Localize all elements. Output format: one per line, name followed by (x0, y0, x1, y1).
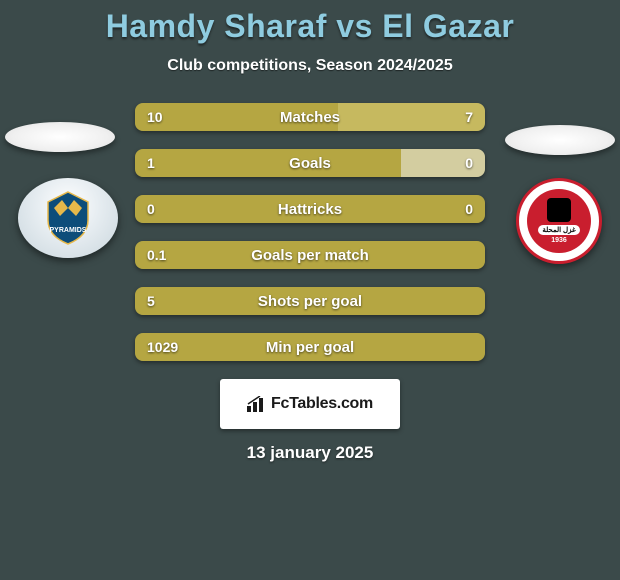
stat-bar-left (135, 333, 485, 361)
team-badge-right: غزل المحلة 1936 (516, 178, 602, 264)
stat-bar-left (135, 103, 338, 131)
team-right-year: 1936 (551, 237, 567, 244)
stat-row: Goals per match0.1 (135, 241, 485, 269)
stat-bar-left (135, 149, 401, 177)
stat-bar-left (135, 287, 485, 315)
comparison-subtitle: Club competitions, Season 2024/2025 (0, 57, 620, 75)
ghazl-icon (547, 198, 571, 222)
stat-bar-left (135, 195, 485, 223)
player-photo-left (5, 122, 115, 152)
stat-track (135, 103, 485, 131)
stat-row: Shots per goal5 (135, 287, 485, 315)
team-badge-left: PYRAMIDS (18, 178, 118, 258)
stat-bars: Matches107 Goals10 Hattricks00 Goals per ma… (135, 103, 485, 361)
snapshot-date: 13 january 2025 (0, 443, 620, 463)
player-photo-right (505, 125, 615, 155)
stat-row: Matches107 (135, 103, 485, 131)
stat-bar-right (401, 149, 485, 177)
stat-bar-left (135, 241, 485, 269)
stat-track (135, 241, 485, 269)
footer-brand-text: FcTables.com (271, 395, 373, 413)
stat-row: Goals10 (135, 149, 485, 177)
team-right-name-ar: غزل المحلة (538, 225, 579, 235)
stat-row: Min per goal1029 (135, 333, 485, 361)
svg-text:PYRAMIDS: PYRAMIDS (50, 227, 87, 234)
bars-icon (247, 396, 267, 412)
stat-track (135, 195, 485, 223)
stat-bar-right (338, 103, 485, 131)
footer-brand-logo: FcTables.com (220, 379, 400, 429)
stat-track (135, 333, 485, 361)
stat-row: Hattricks00 (135, 195, 485, 223)
comparison-title: Hamdy Sharaf vs El Gazar (0, 0, 620, 45)
stat-track (135, 149, 485, 177)
stat-track (135, 287, 485, 315)
